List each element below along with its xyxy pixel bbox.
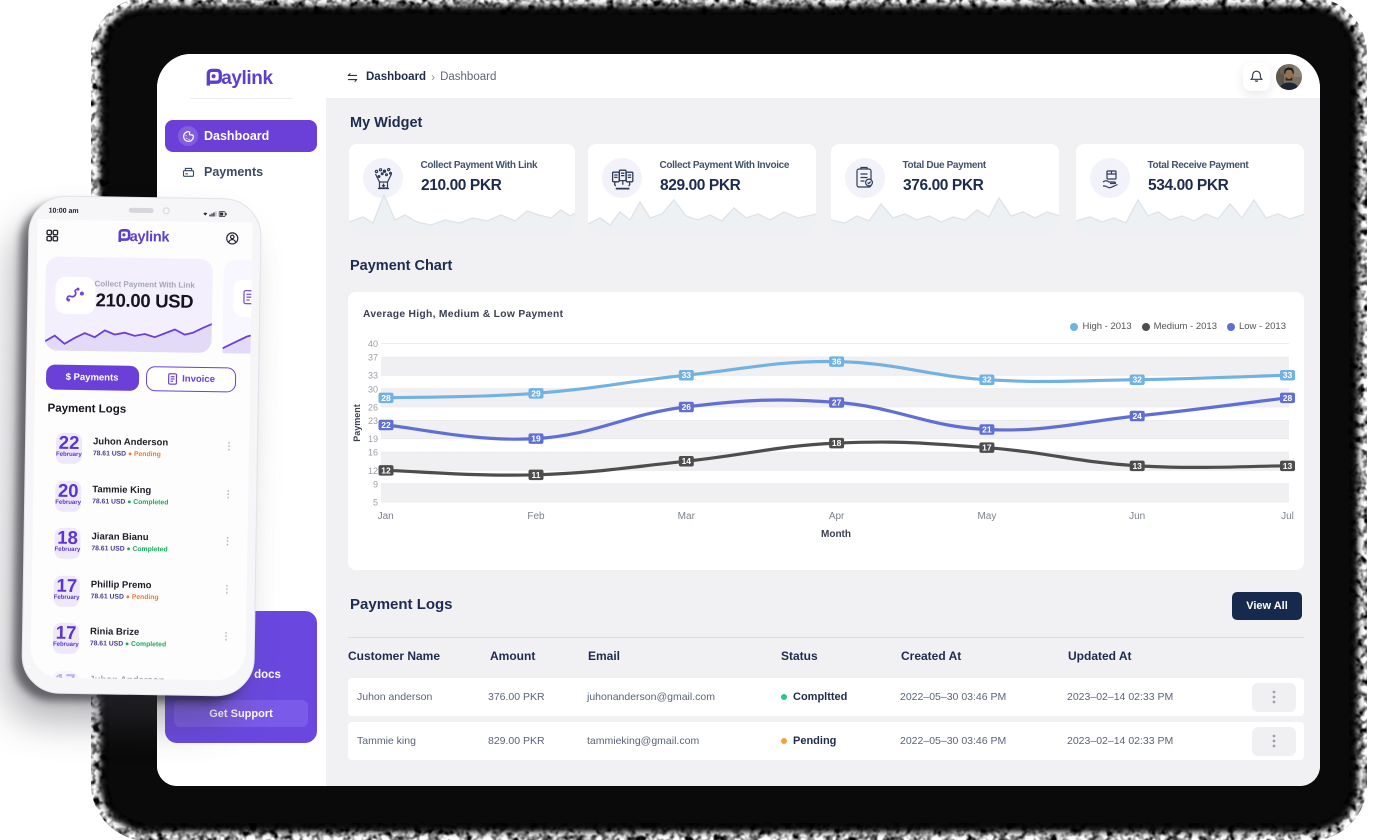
svg-text:40: 40 (368, 339, 378, 349)
svg-text:19: 19 (531, 434, 541, 444)
svg-text:12: 12 (368, 466, 378, 476)
svg-text:Apr: Apr (829, 511, 845, 522)
svg-text:17: 17 (982, 443, 992, 453)
svg-text:16: 16 (368, 448, 378, 458)
svg-text:aylink: aylink (221, 68, 273, 89)
svg-text:Month: Month (821, 529, 851, 540)
svg-text:14: 14 (682, 456, 692, 466)
svg-text:13: 13 (1283, 461, 1293, 471)
svg-text:aylink: aylink (130, 229, 170, 246)
svg-text:Mar: Mar (678, 511, 696, 522)
svg-text:Feb: Feb (527, 511, 545, 522)
svg-text:37: 37 (368, 353, 378, 363)
svg-text:33: 33 (682, 370, 692, 380)
svg-text:29: 29 (531, 388, 541, 398)
svg-text:33: 33 (368, 371, 378, 381)
svg-text:33: 33 (1283, 370, 1293, 380)
svg-text:21: 21 (982, 425, 992, 435)
svg-text:36: 36 (832, 357, 842, 367)
svg-text:22: 22 (381, 420, 391, 430)
svg-text:26: 26 (368, 402, 378, 412)
svg-text:32: 32 (1132, 375, 1142, 385)
svg-text:19: 19 (368, 434, 378, 444)
svg-text:30: 30 (368, 384, 378, 394)
svg-text:28: 28 (1283, 393, 1293, 403)
svg-text:Jul: Jul (1281, 511, 1294, 522)
svg-text:26: 26 (682, 402, 692, 412)
svg-text:13: 13 (1132, 461, 1142, 471)
svg-text:9: 9 (373, 479, 378, 489)
svg-text:11: 11 (532, 470, 541, 480)
svg-text:18: 18 (832, 438, 842, 448)
svg-text:May: May (977, 511, 996, 522)
svg-text:Jan: Jan (378, 511, 394, 522)
svg-text:5: 5 (373, 498, 378, 508)
svg-text:32: 32 (982, 375, 992, 385)
svg-text:12: 12 (381, 465, 391, 475)
svg-text:Payment: Payment (352, 404, 362, 442)
svg-text:28: 28 (381, 393, 391, 403)
svg-text:23: 23 (368, 416, 378, 426)
svg-text:27: 27 (832, 397, 842, 407)
svg-text:24: 24 (1132, 411, 1142, 421)
svg-text:Jun: Jun (1129, 511, 1145, 522)
